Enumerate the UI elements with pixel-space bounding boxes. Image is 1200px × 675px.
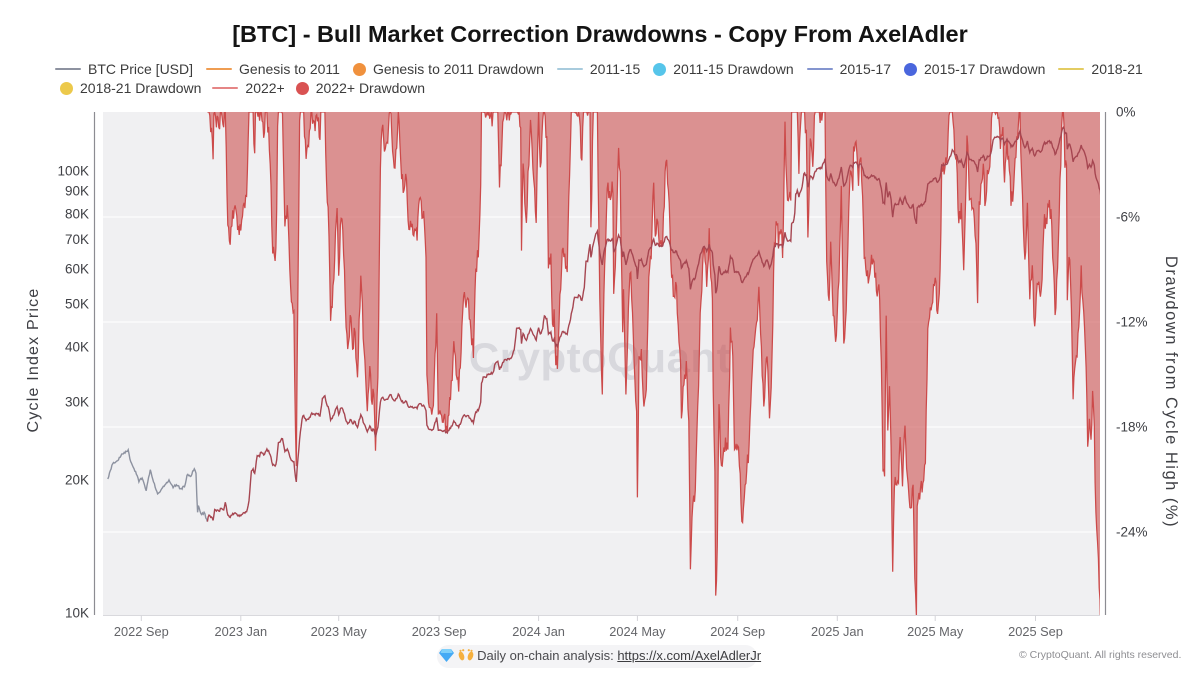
svg-text:30K: 30K xyxy=(65,395,89,410)
svg-text:70K: 70K xyxy=(65,232,89,247)
svg-text:Cycle Index Price: Cycle Index Price xyxy=(25,288,42,433)
svg-text:2025 May: 2025 May xyxy=(907,624,964,639)
svg-text:100K: 100K xyxy=(57,164,89,179)
svg-text:2024 Jan: 2024 Jan xyxy=(512,624,565,639)
svg-text:2024 Sep: 2024 Sep xyxy=(710,624,765,639)
svg-text:40K: 40K xyxy=(65,339,89,354)
svg-text:0%: 0% xyxy=(1116,105,1136,120)
svg-text:10K: 10K xyxy=(65,606,89,621)
svg-text:-24%: -24% xyxy=(1116,525,1148,540)
svg-text:2023 Jan: 2023 Jan xyxy=(214,624,267,639)
svg-text:2022 Sep: 2022 Sep xyxy=(114,624,169,639)
svg-text:2023 Sep: 2023 Sep xyxy=(412,624,467,639)
svg-text:2024 May: 2024 May xyxy=(609,624,666,639)
svg-text:90K: 90K xyxy=(65,184,89,199)
svg-text:-12%: -12% xyxy=(1116,315,1148,330)
svg-text:80K: 80K xyxy=(65,206,89,221)
svg-text:-6%: -6% xyxy=(1116,210,1140,225)
svg-text:-18%: -18% xyxy=(1116,420,1148,435)
svg-text:60K: 60K xyxy=(65,262,89,277)
svg-text:2023 May: 2023 May xyxy=(311,624,368,639)
svg-text:2025 Sep: 2025 Sep xyxy=(1008,624,1063,639)
svg-text:20K: 20K xyxy=(65,472,89,487)
svg-text:2025 Jan: 2025 Jan xyxy=(811,624,864,639)
svg-text:Drawdown from Cycle High (%): Drawdown from Cycle High (%) xyxy=(1162,256,1180,528)
svg-text:50K: 50K xyxy=(65,297,89,312)
